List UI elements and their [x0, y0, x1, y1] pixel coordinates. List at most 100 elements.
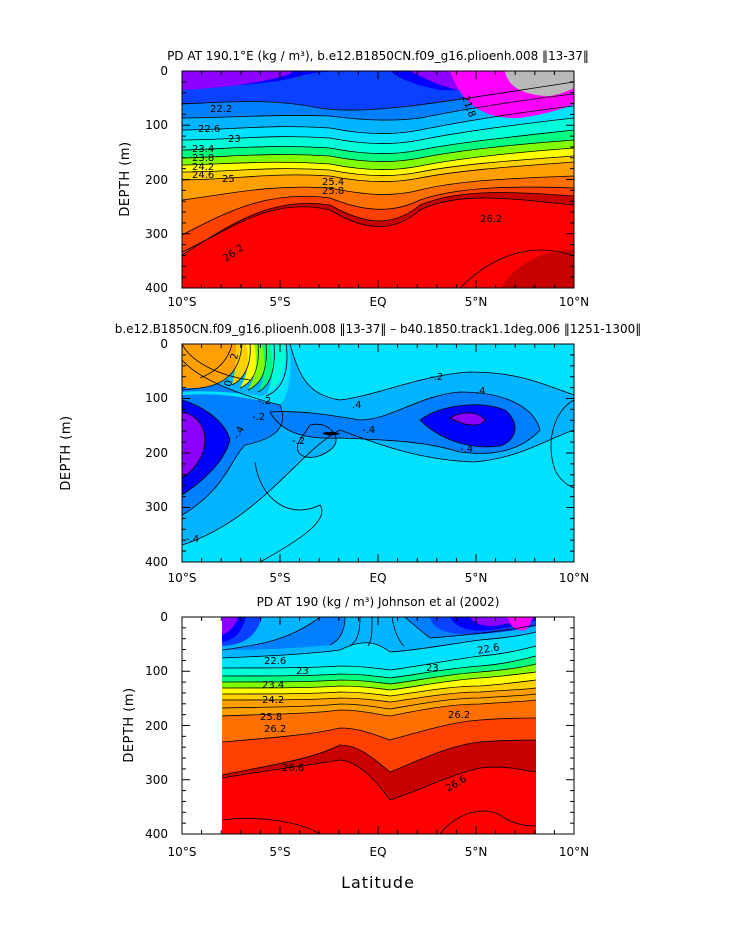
clabel: 22.6 [477, 642, 501, 657]
y-tick-label: 100 [145, 664, 168, 678]
panel-3-title: PD AT 190 (kg / m³) Johnson et al (2002) [257, 595, 500, 609]
clabel: 23.4 [262, 680, 284, 691]
panel-1-y-tick-labels: 0 100 200 300 400 [145, 64, 168, 295]
panel-3-ylabel: DEPTH (m) [122, 687, 137, 762]
clabel: 23 [296, 666, 309, 677]
panel-2-x-tick-labels: 10°S 5°S EQ 5°N 10°N [168, 571, 590, 585]
x-tick-label: 5°N [465, 845, 488, 859]
panel-2-contour-labels: 2 0 -.2 -.2 .4 -.4 .4 -.4 -.2 -.4 -.4 -.… [186, 352, 486, 545]
band-red [182, 198, 574, 288]
band-yellow [240, 344, 259, 388]
panel-3-ticks [181, 616, 575, 835]
x-tick-label: 5°S [269, 845, 290, 859]
clabel: 26.6 [282, 763, 304, 774]
panel-1: PD AT 190.1°E (kg / m³), b.e12.B1850CN.f… [118, 49, 589, 309]
x-tick-label: 10°S [168, 845, 197, 859]
panel-2-title: b.e12.B1850CN.f09_g16.plioenh.008 ‖13-37… [115, 322, 642, 336]
y-tick-label: 300 [145, 500, 168, 514]
x-tick-label: 10°S [168, 295, 197, 309]
x-tick-label: 10°N [559, 295, 589, 309]
band-red [222, 760, 536, 834]
clabel: 25 [222, 174, 235, 185]
panel-3-contour-lines [222, 617, 536, 834]
panel-2: b.e12.B1850CN.f09_g16.plioenh.008 ‖13-37… [59, 322, 641, 585]
clabel: 23.4 [192, 144, 214, 155]
panel-3-y-tick-labels: 0 100 200 300 400 [145, 610, 168, 841]
panel-1-filled-contours [182, 71, 574, 288]
y-tick-label: 100 [145, 118, 168, 132]
x-tick-label: 5°N [465, 295, 488, 309]
x-tick-label: 10°N [559, 571, 589, 585]
clabel: -.2 [258, 396, 271, 407]
y-tick-label: 200 [145, 719, 168, 733]
band-yorange [232, 344, 251, 385]
panel-3-contour-labels: 22.6 22.6 23 23 23.4 24.2 25.8 26.2 26.2… [260, 642, 500, 794]
clabel: 23 [228, 134, 241, 145]
panel-1-contour-lines [182, 81, 574, 288]
y-tick-label: 0 [160, 337, 168, 351]
clabel: 22.6 [264, 656, 286, 667]
panel-2-filled-contours [182, 344, 574, 562]
clabel: 23.8 [192, 153, 214, 164]
clabel: 0 [223, 379, 235, 387]
y-tick-label: 300 [145, 227, 168, 241]
panel-2-y-tick-labels: 0 100 200 300 400 [145, 337, 168, 569]
y-tick-label: 200 [145, 446, 168, 460]
clabel: 24.2 [262, 695, 284, 706]
clabel: 2 [229, 352, 241, 360]
x-tick-label: 10°S [168, 571, 197, 585]
x-tick-label: 5°S [269, 571, 290, 585]
y-tick-label: 0 [160, 610, 168, 624]
clabel: 22.2 [210, 104, 232, 115]
clabel: 26.2 [448, 710, 470, 721]
y-tick-label: 400 [145, 827, 168, 841]
clabel: .4 [476, 386, 486, 397]
clabel: 22.6 [198, 124, 220, 135]
clabel: .4 [352, 400, 362, 411]
panel-1-ticks [181, 70, 575, 289]
band-blue3-a [182, 360, 283, 515]
band-blue1-b [420, 404, 516, 447]
y-tick-label: 400 [145, 281, 168, 295]
clabel: 25.8 [322, 186, 344, 197]
band-green [258, 344, 275, 392]
panel-3-x-tick-labels: 10°S 5°S EQ 5°N 10°N [168, 845, 590, 859]
panel-3-filled-contours [222, 617, 536, 834]
clabel: -.2 [252, 412, 265, 423]
y-tick-label: 200 [145, 173, 168, 187]
clabel: 23 [426, 663, 439, 674]
panel-2-ticks [181, 343, 575, 563]
panel-2-ylabel: DEPTH (m) [59, 415, 74, 490]
clabel: 24.2 [192, 162, 214, 173]
band-purple-a [182, 412, 205, 478]
clabel: 25.4 [322, 177, 344, 188]
band-teal [266, 344, 288, 396]
panel-3: PD AT 190 (kg / m³) Johnson et al (2002)… [122, 595, 589, 892]
band-lime [248, 344, 267, 390]
clabel: 25.8 [260, 712, 282, 723]
panel-1-x-tick-labels: 10°S 5°S EQ 5°N 10°N [168, 295, 590, 309]
x-tick-label: EQ [369, 571, 386, 585]
clabel: 26.2 [264, 724, 286, 735]
panel-1-title: PD AT 190.1°E (kg / m³), b.e12.B1850CN.f… [167, 49, 589, 63]
clabel: -.4 [186, 534, 199, 545]
band-blue1 [222, 617, 536, 642]
band-orange [182, 344, 242, 388]
x-tick-label: 10°N [559, 845, 589, 859]
panel-2-contour-lines [182, 344, 574, 562]
x-tick-label: 5°N [465, 571, 488, 585]
band-cyan2 [182, 344, 291, 405]
clabel: 26.2 [480, 214, 502, 225]
panel-1-ylabel: DEPTH (m) [118, 141, 133, 216]
y-tick-label: 400 [145, 555, 168, 569]
clabel: -.4 [460, 444, 473, 455]
x-axis-label: Latitude [341, 873, 415, 892]
clabel: -.4 [362, 425, 375, 436]
y-tick-label: 300 [145, 773, 168, 787]
y-tick-label: 0 [160, 64, 168, 78]
x-tick-label: EQ [369, 295, 386, 309]
clabel: 24.6 [192, 170, 214, 181]
x-tick-label: 5°S [269, 295, 290, 309]
clabel: -.2 [292, 436, 305, 447]
